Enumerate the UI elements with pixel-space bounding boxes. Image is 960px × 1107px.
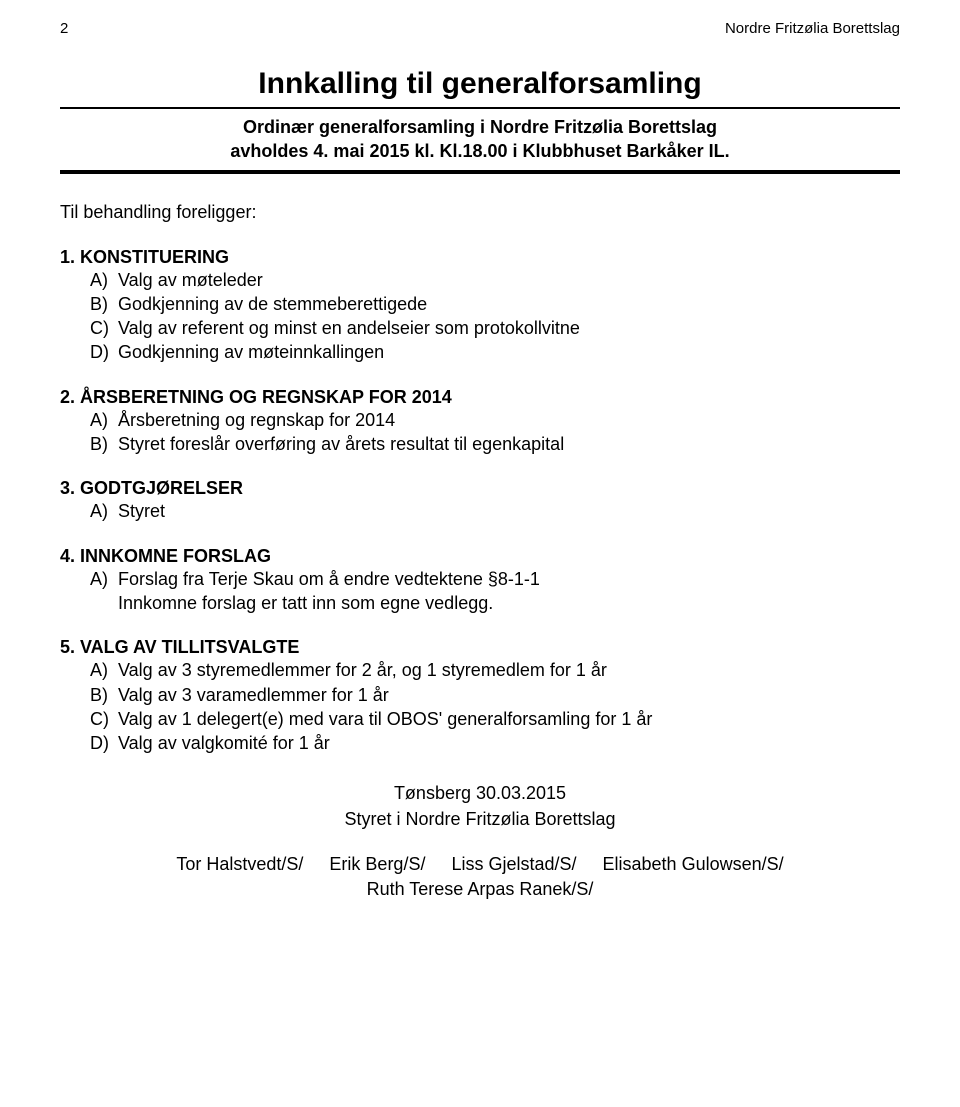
page-header: 2 Nordre Fritzølia Borettslag	[60, 20, 900, 37]
agenda-sublist: A)Valg av 3 styremedlemmer for 2 år, og …	[60, 658, 900, 755]
signature-row-2: Ruth Terese Arpas Ranek/S/	[60, 877, 900, 902]
sub-text: Valg av valgkomité for 1 år	[118, 731, 330, 755]
sub-letter: D)	[90, 340, 118, 364]
intro-line: Til behandling foreligger:	[60, 202, 900, 223]
sub-text: Forslag fra Terje Skau om å endre vedtek…	[118, 567, 540, 591]
sub-letter: A)	[90, 658, 118, 682]
sub-text: Valg av møteleder	[118, 268, 263, 292]
agenda-list: 1. KONSTITUERINGA)Valg av møtelederB)God…	[60, 247, 900, 756]
footer-board: Styret i Nordre Fritzølia Borettslag	[60, 807, 900, 832]
sub-letter: D)	[90, 731, 118, 755]
sub-letter: C)	[90, 707, 118, 731]
agenda-sublist: A)Valg av møtelederB)Godkjenning av de s…	[60, 268, 900, 365]
agenda-sublist: A)Forslag fra Terje Skau om å endre vedt…	[60, 567, 900, 591]
sub-text: Styret	[118, 499, 165, 523]
footer-date: Tønsberg 30.03.2015	[60, 781, 900, 806]
signature-name: Erik Berg/S/	[329, 852, 425, 877]
agenda-extra-note: Innkomne forslag er tatt inn som egne ve…	[60, 591, 900, 615]
agenda-item: 1. KONSTITUERINGA)Valg av møtelederB)God…	[60, 247, 900, 365]
agenda-sub-item: D)Valg av valgkomité for 1 år	[90, 731, 900, 755]
agenda-heading: 5. VALG AV TILLITSVALGTE	[60, 637, 900, 658]
agenda-sub-item: A)Årsberetning og regnskap for 2014	[90, 408, 900, 432]
sub-text: Valg av referent og minst en andelseier …	[118, 316, 580, 340]
signature-row: Tor Halstvedt/S/Erik Berg/S/Liss Gjelsta…	[60, 852, 900, 877]
agenda-sub-item: C)Valg av referent og minst en andelseie…	[90, 316, 900, 340]
footer-block: Tønsberg 30.03.2015 Styret i Nordre Frit…	[60, 781, 900, 831]
sub-text: Styret foreslår overføring av årets resu…	[118, 432, 564, 456]
agenda-sub-item: D)Godkjenning av møteinnkallingen	[90, 340, 900, 364]
agenda-sub-item: A)Valg av møteleder	[90, 268, 900, 292]
agenda-heading: 1. KONSTITUERING	[60, 247, 900, 268]
subtitle-block: Ordinær generalforsamling i Nordre Fritz…	[60, 109, 900, 170]
sub-letter: A)	[90, 499, 118, 523]
agenda-sub-item: A)Styret	[90, 499, 900, 523]
agenda-sublist: A)Årsberetning og regnskap for 2014B)Sty…	[60, 408, 900, 457]
agenda-sub-item: B)Godkjenning av de stemmeberettigede	[90, 292, 900, 316]
signatures: Tor Halstvedt/S/Erik Berg/S/Liss Gjelsta…	[60, 852, 900, 902]
agenda-item: 5. VALG AV TILLITSVALGTEA)Valg av 3 styr…	[60, 637, 900, 755]
subtitle-line-1: Ordinær generalforsamling i Nordre Fritz…	[60, 115, 900, 139]
sub-text: Godkjenning av møteinnkallingen	[118, 340, 384, 364]
sub-letter: B)	[90, 683, 118, 707]
sub-text: Godkjenning av de stemmeberettigede	[118, 292, 427, 316]
sub-text: Valg av 3 varamedlemmer for 1 år	[118, 683, 389, 707]
agenda-heading: 4. INNKOMNE FORSLAG	[60, 546, 900, 567]
sub-letter: A)	[90, 567, 118, 591]
agenda-item: 4. INNKOMNE FORSLAGA)Forslag fra Terje S…	[60, 546, 900, 616]
sub-letter: B)	[90, 292, 118, 316]
sub-text: Valg av 1 delegert(e) med vara til OBOS'…	[118, 707, 652, 731]
page-number: 2	[60, 20, 68, 37]
sub-letter: C)	[90, 316, 118, 340]
sub-text: Årsberetning og regnskap for 2014	[118, 408, 395, 432]
agenda-item: 3. GODTGJØRELSERA)Styret	[60, 478, 900, 523]
agenda-sublist: A)Styret	[60, 499, 900, 523]
agenda-item: 2. ÅRSBERETNING OG REGNSKAP FOR 2014A)År…	[60, 387, 900, 457]
subtitle-line-2: avholdes 4. mai 2015 kl. Kl.18.00 i Klub…	[60, 139, 900, 163]
sub-letter: A)	[90, 408, 118, 432]
agenda-sub-item: B)Valg av 3 varamedlemmer for 1 år	[90, 683, 900, 707]
agenda-heading: 3. GODTGJØRELSER	[60, 478, 900, 499]
signature-name: Elisabeth Gulowsen/S/	[603, 852, 784, 877]
sub-letter: B)	[90, 432, 118, 456]
agenda-sub-item: B)Styret foreslår overføring av årets re…	[90, 432, 900, 456]
signature-name: Liss Gjelstad/S/	[451, 852, 576, 877]
divider-thick	[60, 170, 900, 174]
signature-name: Tor Halstvedt/S/	[176, 852, 303, 877]
agenda-heading: 2. ÅRSBERETNING OG REGNSKAP FOR 2014	[60, 387, 900, 408]
agenda-sub-item: A)Forslag fra Terje Skau om å endre vedt…	[90, 567, 900, 591]
agenda-sub-item: C)Valg av 1 delegert(e) med vara til OBO…	[90, 707, 900, 731]
org-name: Nordre Fritzølia Borettslag	[725, 20, 900, 37]
main-title: Innkalling til generalforsamling	[60, 67, 900, 101]
sub-text: Valg av 3 styremedlemmer for 2 år, og 1 …	[118, 658, 607, 682]
sub-letter: A)	[90, 268, 118, 292]
agenda-sub-item: A)Valg av 3 styremedlemmer for 2 år, og …	[90, 658, 900, 682]
